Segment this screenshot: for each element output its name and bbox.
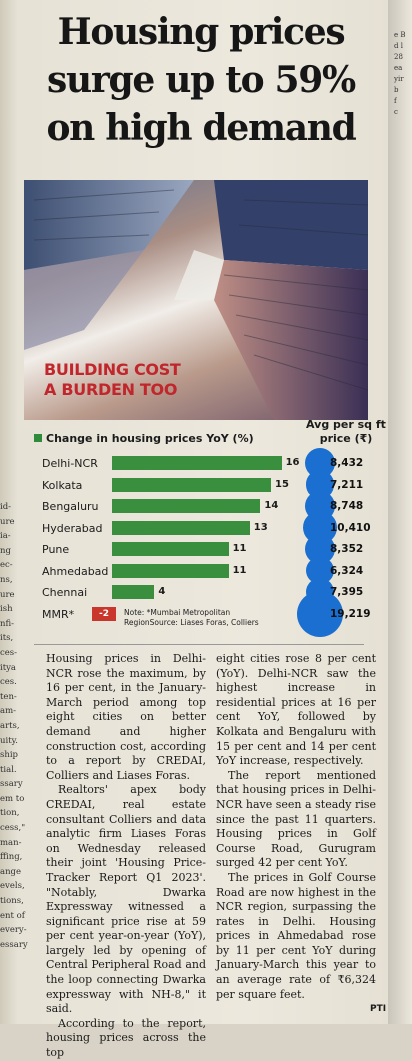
paragraph: eight cities rose 8 per cent (YoY). Delh… bbox=[216, 652, 376, 768]
headline-line-3: on high demand bbox=[46, 107, 356, 149]
chart-bar bbox=[112, 563, 229, 578]
bar-value-label: 15 bbox=[275, 478, 289, 490]
adjacent-text-line: tial. bbox=[0, 764, 17, 775]
adjacent-text-line: am- bbox=[0, 706, 16, 717]
chart-bar bbox=[112, 542, 229, 556]
price-label: 6,324 bbox=[330, 564, 364, 577]
headline-line-2: surge up to 59% bbox=[47, 59, 356, 101]
adjacent-text-line: its, bbox=[0, 633, 14, 644]
bar-value-label: 4 bbox=[158, 586, 166, 597]
adjacent-text-line: yir bbox=[394, 75, 404, 83]
article-column-2: eight cities rose 8 per cent (YoY). Delh… bbox=[216, 652, 376, 1002]
city-label: Delhi-NCR bbox=[42, 457, 98, 470]
bar-value-label: 11 bbox=[232, 543, 247, 554]
adjacent-text-line: uity. bbox=[0, 735, 18, 746]
paragraph: According to the report, housing prices … bbox=[46, 1016, 206, 1060]
adjacent-text-line: ent of bbox=[0, 910, 25, 921]
page-fold-shadow bbox=[388, 0, 412, 1024]
adjacent-text-line: ure bbox=[0, 589, 15, 600]
adjacent-text-line: ces. bbox=[0, 677, 17, 688]
bar-value-label: 13 bbox=[253, 521, 268, 533]
chart-note: Note: *Mumbai Metropolitan RegionSource:… bbox=[124, 608, 259, 627]
photo-caption: BUILDING COST A BURDEN TOO bbox=[44, 360, 181, 400]
price-bubble bbox=[297, 590, 343, 637]
price-label: 7,211 bbox=[330, 478, 364, 491]
adjacent-text-line: cess," bbox=[0, 823, 26, 834]
paragraph: Realtors' apex body CREDAI, real estate … bbox=[46, 783, 206, 1016]
price-change-chart: Change in housing prices YoY (%) Avg per… bbox=[34, 418, 386, 637]
adjacent-text-line: id- bbox=[0, 502, 12, 512]
city-label: Chennai bbox=[42, 586, 88, 599]
adjacent-text-line: ure bbox=[0, 516, 15, 527]
adjacent-text-line: ia- bbox=[0, 531, 11, 542]
price-label: 8,352 bbox=[330, 543, 364, 555]
city-label: Pune bbox=[42, 543, 70, 556]
adjacent-text-line: ns, bbox=[0, 574, 13, 585]
skyscrapers-image bbox=[24, 180, 368, 420]
headline-line-1: Housing prices bbox=[57, 11, 346, 53]
adjacent-text-line: ish bbox=[0, 604, 13, 615]
bar-value-label: 16 bbox=[285, 457, 300, 468]
chart-title: Change in housing prices YoY (%) bbox=[34, 432, 254, 445]
bar-value-label: 11 bbox=[232, 564, 247, 576]
city-label: Hyderabad bbox=[42, 521, 103, 535]
city-label: Bengaluru bbox=[42, 500, 99, 513]
adjacent-column-right: e B d l 28 ea yir b f c bbox=[394, 30, 412, 150]
adjacent-text-line: every- bbox=[0, 925, 27, 936]
adjacent-text-line: man- bbox=[0, 837, 22, 848]
article-column-1: Housing prices in Delhi-NCR rose the max… bbox=[46, 652, 206, 1061]
paragraph: Housing prices in Delhi-NCR rose the max… bbox=[46, 652, 206, 782]
bar-value-label: 14 bbox=[264, 500, 279, 511]
chart-bar bbox=[112, 499, 261, 513]
adjacent-text-line: f bbox=[394, 97, 397, 105]
photo-caption-line-2: A BURDEN TOO bbox=[44, 380, 178, 399]
adjacent-text-line: nfi- bbox=[0, 618, 15, 629]
adjacent-text-line: ship bbox=[0, 750, 18, 761]
price-label: 19,219 bbox=[330, 607, 371, 620]
adjacent-column-left: id-ure ia-ng ec-ns, ure ish nfi-its, ces-itya c… bbox=[0, 500, 30, 1000]
city-label: Ahmedabad bbox=[42, 564, 109, 578]
chart-divider bbox=[34, 644, 364, 645]
adjacent-text-line: ces- bbox=[0, 647, 18, 658]
photo-caption-line-1: BUILDING COST bbox=[44, 360, 181, 379]
adjacent-text-line: d l bbox=[394, 42, 403, 50]
adjacent-text-line: ea bbox=[394, 64, 403, 72]
adjacent-text-line: arts, bbox=[0, 720, 20, 731]
negative-bar: -2 bbox=[92, 606, 116, 621]
price-label: 8,748 bbox=[330, 500, 364, 512]
chart-title-text: Change in housing prices YoY (%) bbox=[46, 432, 254, 445]
legend-square-icon bbox=[34, 434, 42, 442]
adjacent-text-line: ange bbox=[0, 866, 22, 877]
adjacent-text-line: ffing, bbox=[0, 852, 23, 863]
adjacent-text-line: c bbox=[394, 108, 398, 116]
price-header: Avg per sq ft price (₹) bbox=[306, 418, 386, 445]
paragraph: The report mentioned that housing prices… bbox=[216, 768, 376, 870]
chart-bar bbox=[112, 520, 250, 535]
city-label: MMR* bbox=[42, 607, 75, 621]
chart-bar bbox=[112, 456, 282, 470]
headline: Housing prices surge up to 59% on high d… bbox=[16, 8, 386, 152]
price-label: 7,395 bbox=[330, 586, 364, 598]
adjacent-text-line: ssary bbox=[0, 779, 23, 790]
city-label: Kolkata bbox=[42, 478, 83, 492]
adjacent-text-line: essary bbox=[0, 939, 28, 950]
adjacent-text-line: em to bbox=[0, 793, 25, 804]
adjacent-text-line: evels, bbox=[0, 881, 25, 892]
adjacent-text-line: b bbox=[394, 86, 399, 94]
chart-bar bbox=[112, 477, 271, 492]
adjacent-text-line: e B bbox=[394, 31, 406, 39]
price-label: 8,432 bbox=[330, 457, 364, 469]
adjacent-text-line: ng bbox=[0, 545, 11, 556]
adjacent-text-line: 28 bbox=[394, 53, 403, 61]
adjacent-text-line: itya bbox=[0, 662, 17, 673]
price-label: 10,410 bbox=[330, 521, 371, 534]
adjacent-text-line: tions, bbox=[0, 896, 24, 907]
chart-bar bbox=[112, 585, 155, 599]
news-credit: PTI bbox=[370, 1004, 387, 1014]
adjacent-text-line: tion, bbox=[0, 808, 20, 819]
adjacent-text-line: ec- bbox=[0, 560, 13, 571]
buildings-photo bbox=[24, 180, 368, 420]
adjacent-text-line: ten- bbox=[0, 691, 17, 702]
paragraph: The prices in Golf Course Road are now h… bbox=[216, 870, 376, 1001]
